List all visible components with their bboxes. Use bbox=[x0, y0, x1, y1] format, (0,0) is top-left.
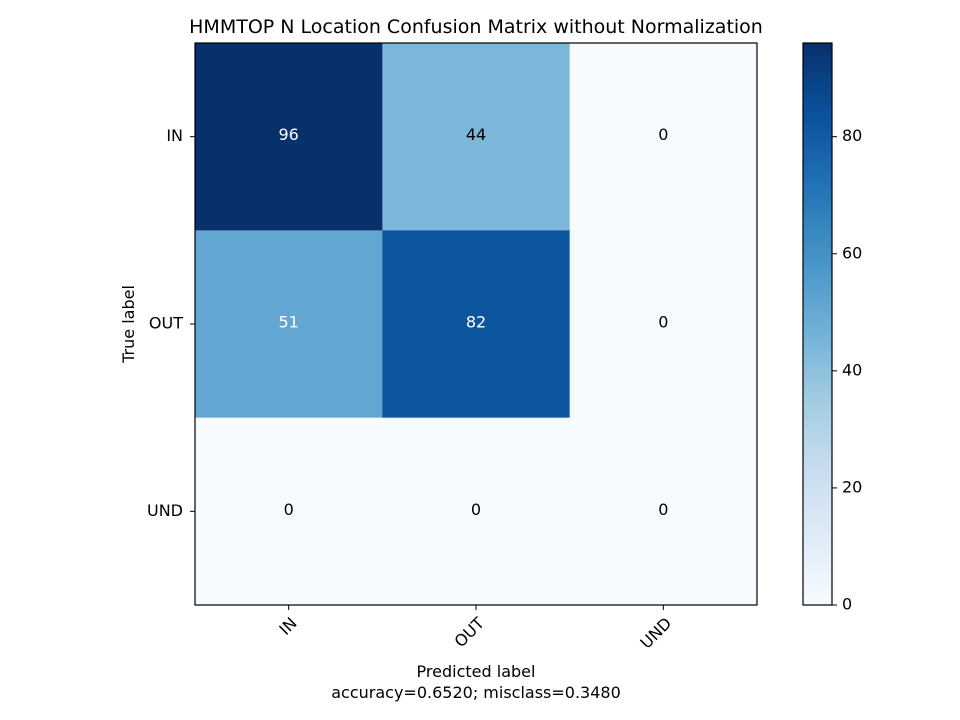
cell-value-label: 96 bbox=[278, 125, 298, 144]
cell-value-label: 0 bbox=[658, 313, 668, 332]
colorbar-gradient bbox=[803, 43, 832, 605]
colorbar-tick-label: 80 bbox=[842, 126, 862, 145]
colorbar-tick-label: 40 bbox=[842, 360, 862, 379]
heatmap-cells bbox=[195, 43, 758, 606]
y-tick-label: UND bbox=[147, 501, 183, 520]
colorbar: 0 20 40 60 80 bbox=[802, 42, 862, 614]
y-tick-label: OUT bbox=[149, 314, 183, 333]
colorbar-tick-label: 60 bbox=[842, 243, 862, 262]
x-axis-ticks: IN OUT UND bbox=[275, 605, 675, 652]
cell-value-label: 0 bbox=[658, 500, 668, 519]
x-tick-label: UND bbox=[636, 614, 675, 653]
heatmap-cell bbox=[382, 417, 571, 606]
colorbar-ticks: 0 20 40 60 80 bbox=[832, 126, 862, 614]
cell-value-label: 0 bbox=[658, 125, 668, 144]
chart-title: HMMTOP N Location Confusion Matrix witho… bbox=[189, 16, 763, 38]
y-axis-ticks: IN OUT UND bbox=[147, 126, 195, 520]
x-axis-label: Predicted label bbox=[417, 662, 536, 681]
cell-value-label: 0 bbox=[284, 500, 294, 519]
y-axis-label: True label bbox=[119, 285, 138, 364]
heatmap-cell bbox=[382, 43, 571, 231]
colorbar-tick-label: 20 bbox=[842, 477, 862, 496]
x-axis-sublabel: accuracy=0.6520; misclass=0.3480 bbox=[331, 683, 621, 702]
colorbar-tick-label: 0 bbox=[842, 595, 852, 614]
cell-value-label: 82 bbox=[466, 313, 486, 332]
x-tick-label: IN bbox=[275, 614, 300, 639]
heatmap-cell bbox=[195, 230, 383, 419]
y-tick-label: IN bbox=[166, 126, 183, 145]
x-tick-label: OUT bbox=[450, 613, 488, 651]
heatmap-cell bbox=[382, 230, 571, 419]
cell-value-label: 51 bbox=[278, 313, 298, 332]
cell-value-label: 44 bbox=[466, 125, 486, 144]
heatmap-cell bbox=[195, 43, 383, 231]
cell-value-label: 0 bbox=[471, 500, 481, 519]
heatmap-cell bbox=[569, 417, 758, 606]
colorbar-frame bbox=[802, 42, 833, 606]
heatmap-cell bbox=[195, 417, 383, 606]
heatmap-plot-area: 96 44 0 51 82 0 0 0 0 bbox=[194, 42, 758, 606]
heatmap-cell-labels: 96 44 0 51 82 0 0 0 0 bbox=[278, 125, 668, 519]
heatmap-cell bbox=[569, 230, 758, 419]
heatmap-cell bbox=[569, 43, 758, 231]
